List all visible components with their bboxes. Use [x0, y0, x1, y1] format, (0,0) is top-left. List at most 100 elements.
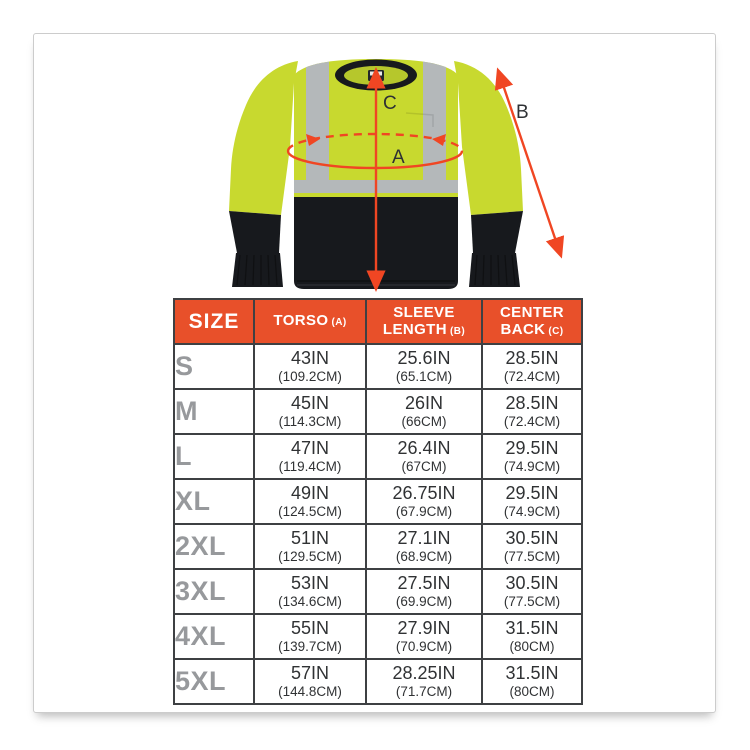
header-row: SIZE TORSO (A) SLEEVE LENGTH (B) CENTER BA…: [173, 298, 583, 345]
size-cell: 3XL: [173, 568, 255, 615]
table-row-s: S 43IN (109.2CM) 25.6IN (65.1CM) 28.5IN (72…: [173, 343, 583, 390]
torso-cell: 47IN (119.4CM): [253, 433, 367, 480]
value-cm: (71.7CM): [395, 683, 453, 699]
value-cm: (70.9CM): [395, 638, 453, 654]
col-header-size: SIZE: [173, 298, 255, 345]
value-cm: (129.5CM): [278, 548, 342, 564]
size-cell: M: [173, 388, 255, 435]
value-cm: (77.5CM): [503, 593, 561, 609]
value-cm: (69.9CM): [395, 593, 453, 609]
value-in: 47IN: [290, 437, 330, 458]
value-in: 27.5IN: [397, 572, 451, 593]
sleeve-cell: 26.75IN (67.9CM): [365, 478, 483, 525]
header-label: SIZE: [188, 309, 240, 333]
value-in: 55IN: [290, 617, 330, 638]
back-cell: 31.5IN (80CM): [481, 613, 583, 660]
measure-label-a: A: [392, 147, 405, 168]
header-label: CENTER BACK: [499, 303, 565, 338]
value-in: 28.5IN: [505, 347, 559, 368]
measure-label-c: C: [383, 93, 397, 114]
value-in: 45IN: [290, 392, 330, 413]
value-cm: (66CM): [401, 413, 447, 429]
value-cm: (74.9CM): [503, 503, 561, 519]
col-header-center-back: CENTER BACK (C): [481, 298, 583, 345]
table-row-l: L 47IN (119.4CM) 26.4IN (67CM) 29.5IN (74.9…: [173, 433, 583, 480]
sleeve-cell: 27.5IN (69.9CM): [365, 568, 483, 615]
torso-cell: 49IN (124.5CM): [253, 478, 367, 525]
value-in: 28.25IN: [392, 662, 456, 683]
sleeve-cell: 27.9IN (70.9CM): [365, 613, 483, 660]
value-in: 26IN: [404, 392, 444, 413]
size-chart-card: C A B SIZE TORSO (A) SLEEVE LENGTH (B) CEN: [33, 33, 716, 713]
torso-cell: 53IN (134.6CM): [253, 568, 367, 615]
value-cm: (65.1CM): [395, 368, 453, 384]
value-cm: (68.9CM): [395, 548, 453, 564]
value-cm: (67.9CM): [395, 503, 453, 519]
value-in: 31.5IN: [505, 662, 559, 683]
value-in: 25.6IN: [397, 347, 451, 368]
back-cell: 28.5IN (72.4CM): [481, 343, 583, 390]
value-in: 28.5IN: [505, 392, 559, 413]
value-in: 27.1IN: [397, 527, 451, 548]
back-cell: 29.5IN (74.9CM): [481, 478, 583, 525]
value-in: 29.5IN: [505, 437, 559, 458]
value-cm: (114.3CM): [278, 413, 342, 429]
value-cm: (134.6CM): [278, 593, 342, 609]
shirt-measurement-diagram: C A B: [226, 47, 571, 295]
value-in: 26.4IN: [397, 437, 451, 458]
value-in: 26.75IN: [392, 482, 456, 503]
value-in: 27.9IN: [397, 617, 451, 638]
sleeve-cell: 26.4IN (67CM): [365, 433, 483, 480]
shirt-right-sleeve: [454, 61, 523, 287]
measure-label-b: B: [516, 102, 529, 123]
value-cm: (109.2CM): [278, 368, 342, 384]
chest-pocket-seam: [405, 112, 434, 127]
size-cell: S: [173, 343, 255, 390]
header-sub-label: (B): [449, 325, 466, 337]
value-in: 31.5IN: [505, 617, 559, 638]
header-label: SLEEVE LENGTH: [382, 303, 455, 338]
value-cm: (72.4CM): [503, 368, 561, 384]
value-cm: (74.9CM): [503, 458, 561, 474]
sleeve-cell: 27.1IN (68.9CM): [365, 523, 483, 570]
shirt-left-sleeve: [229, 61, 298, 287]
table-row-3xl: 3XL 53IN (134.6CM) 27.5IN (69.9CM) 30.5IN(…: [173, 568, 583, 615]
value-cm: (124.5CM): [278, 503, 342, 519]
torso-cell: 45IN (114.3CM): [253, 388, 367, 435]
header-sub-label: (A): [331, 317, 347, 329]
sleeve-length-arrow: [494, 67, 565, 259]
header-sub-label: (C): [548, 325, 564, 337]
torso-cell: 43IN (109.2CM): [253, 343, 367, 390]
size-cell: 4XL: [173, 613, 255, 660]
value-cm: (119.4CM): [278, 458, 342, 474]
sleeve-cell: 25.6IN (65.1CM): [365, 343, 483, 390]
value-in: 30.5IN: [505, 527, 559, 548]
value-in: 43IN: [290, 347, 330, 368]
size-cell: XL: [173, 478, 255, 525]
table-row-4xl: 4XL 55IN (139.7CM) 27.9IN (70.9CM) 31.5IN(…: [173, 613, 583, 660]
back-cell: 30.5IN (77.5CM): [481, 523, 583, 570]
value-in: 51IN: [290, 527, 330, 548]
reflective-stripes: [294, 59, 458, 193]
value-in: 53IN: [290, 572, 330, 593]
back-cell: 31.5IN (80CM): [481, 658, 583, 705]
table-row-5xl: 5XL 57IN (144.8CM) 28.25IN (71.7CM) 31.5IN…: [173, 658, 583, 705]
sleeve-cell: 26IN (66CM): [365, 388, 483, 435]
size-cell: 5XL: [173, 658, 255, 705]
table-row-xl: XL 49IN (124.5CM) 26.75IN (67.9CM) 29.5IN(…: [173, 478, 583, 525]
table-row-2xl: 2XL 51IN (129.5CM) 27.1IN (68.9CM) 30.5IN(…: [173, 523, 583, 570]
value-cm: (144.8CM): [278, 683, 342, 699]
value-in: 49IN: [290, 482, 330, 503]
value-cm: (72.4CM): [503, 413, 561, 429]
shirt-illustration: C A B: [229, 59, 565, 292]
value-in: 29.5IN: [505, 482, 559, 503]
sleeve-cell: 28.25IN (71.7CM): [365, 658, 483, 705]
value-cm: (80CM): [509, 683, 555, 699]
value-cm: (80CM): [509, 638, 555, 654]
value-in: 30.5IN: [505, 572, 559, 593]
torso-cell: 57IN (144.8CM): [253, 658, 367, 705]
right-cuff-ribs: [474, 254, 516, 286]
size-cell: 2XL: [173, 523, 255, 570]
table-row-m: M 45IN (114.3CM) 26IN (66CM) 28.5IN (72.4CM…: [173, 388, 583, 435]
col-header-sleeve-length: SLEEVE LENGTH (B): [365, 298, 483, 345]
